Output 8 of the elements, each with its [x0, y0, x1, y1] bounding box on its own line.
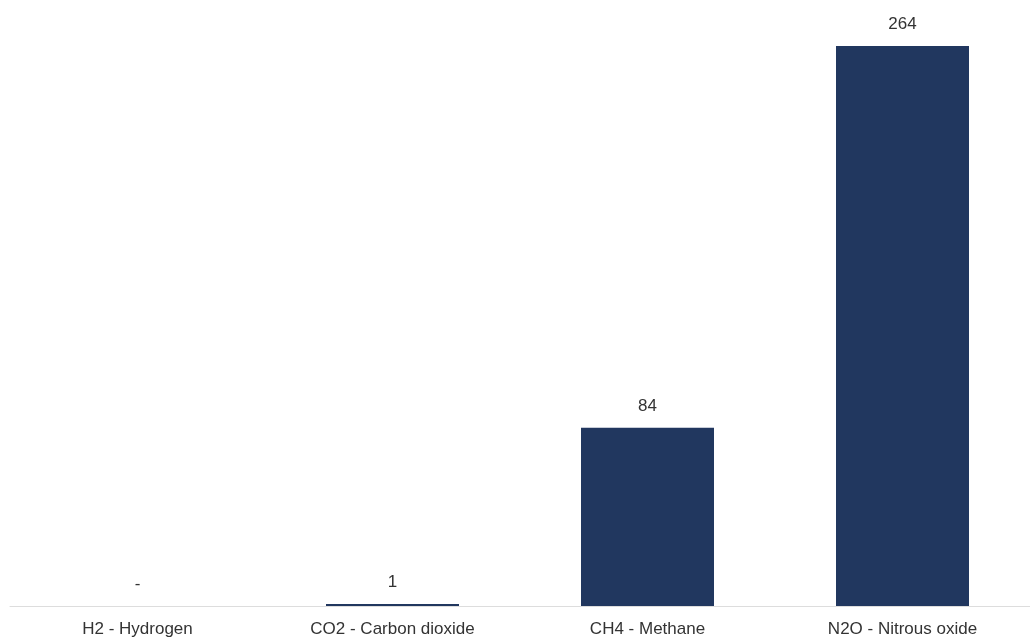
data-label: 84 [638, 395, 657, 415]
data-label: 1 [387, 571, 398, 591]
data-label: - [134, 574, 141, 593]
data-label: 264 [888, 14, 917, 33]
x-tick-label: H2 - Hydrogen [82, 619, 193, 638]
x-tick-label: CH4 - Methane [589, 619, 706, 638]
x-tick-label: CO2 - Carbon dioxide [310, 619, 475, 638]
x-tick-label: N2O - Nitrous oxide [827, 619, 978, 638]
